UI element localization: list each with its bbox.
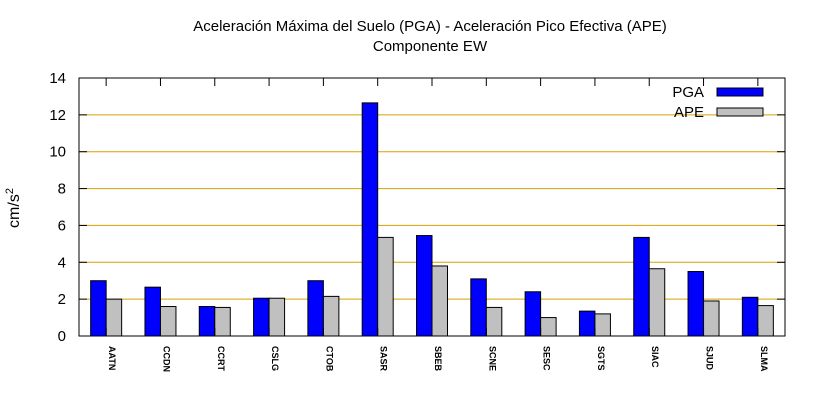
bar-pga-cslg: [253, 297, 270, 337]
x-tick-label: SIAC: [650, 346, 660, 368]
bar-pga-sesc: [524, 291, 542, 337]
axis-ticks: [79, 77, 785, 337]
bar-ape-aatn: [105, 298, 123, 337]
tick-labels: 0 2 4 6 8 10 12 14 AATN CCDN CCRT CSLG CTOB SASR SBEB S…: [49, 70, 769, 372]
bar-pga-ctob: [307, 280, 324, 337]
x-tick-label: CCDN: [161, 346, 171, 372]
legend-swatch-ape: [716, 107, 764, 117]
bar-ape-sgts: [594, 313, 611, 337]
y-axis-label-exponent: 2: [4, 188, 16, 194]
y-tick-label: 10: [49, 144, 66, 161]
bar-pga-sjud: [687, 271, 705, 337]
bar-pga-sgts: [578, 310, 596, 337]
bar-ape-sjud: [703, 300, 720, 337]
x-tick-label: CTOB: [324, 346, 334, 372]
x-tick-label: SGTS: [596, 346, 606, 371]
bar-ape-sbeb: [431, 265, 448, 337]
x-tick-label: SASR: [379, 346, 389, 372]
bars: [90, 102, 774, 337]
legend: PGA APE: [672, 84, 764, 121]
y-tick-label: 0: [58, 328, 66, 345]
x-tick-label: CCRT: [216, 346, 226, 371]
bar-pga-scne: [470, 278, 487, 337]
bar-ape-sasr: [377, 236, 394, 337]
x-tick-label: SESC: [542, 346, 552, 371]
legend-label-ape: APE: [674, 104, 704, 121]
bar-pga-sbeb: [416, 235, 433, 337]
x-tick-label: CSLG: [270, 346, 280, 371]
x-tick-label: SBEB: [433, 346, 443, 372]
x-tick-label: SCNE: [487, 346, 497, 371]
y-tick-label: 14: [49, 70, 66, 87]
bar-pga-ccdn: [144, 286, 161, 337]
bar-ape-siac: [648, 268, 666, 337]
bar-ape-ccrt: [214, 306, 231, 337]
y-axis-label-unit: cm/s: [6, 194, 23, 228]
chart-title: Aceleración Máxima del Suelo (PGA) - Ace…: [193, 18, 667, 35]
bar-pga-ccrt: [198, 306, 216, 337]
bar-pga-siac: [633, 236, 650, 337]
x-tick-label: SLMA: [759, 346, 769, 372]
y-tick-label: 2: [58, 291, 66, 308]
y-axis-label: cm/s2: [4, 188, 23, 228]
bar-ape-scne: [485, 306, 503, 337]
bar-ape-ctob: [322, 295, 340, 337]
x-tick-label: AATN: [107, 346, 117, 370]
y-tick-label: 6: [58, 217, 66, 234]
bar-ape-slma: [757, 305, 774, 337]
bar-ape-cslg: [268, 297, 286, 337]
y-tick-label: 8: [58, 181, 66, 198]
bar-pga-aatn: [90, 280, 107, 337]
y-tick-label: 4: [58, 254, 66, 271]
bar-ape-sesc: [540, 317, 557, 337]
legend-swatch-pga: [716, 87, 764, 97]
legend-label-pga: PGA: [672, 84, 704, 101]
grid-lines: [79, 114, 785, 300]
bar-pga-slma: [741, 296, 759, 337]
bar-ape-ccdn: [159, 306, 177, 337]
x-tick-label: SJUD: [705, 346, 715, 371]
y-tick-label: 12: [49, 107, 66, 124]
chart-subtitle: Componente EW: [373, 38, 488, 55]
bar-pga-sasr: [361, 102, 379, 337]
